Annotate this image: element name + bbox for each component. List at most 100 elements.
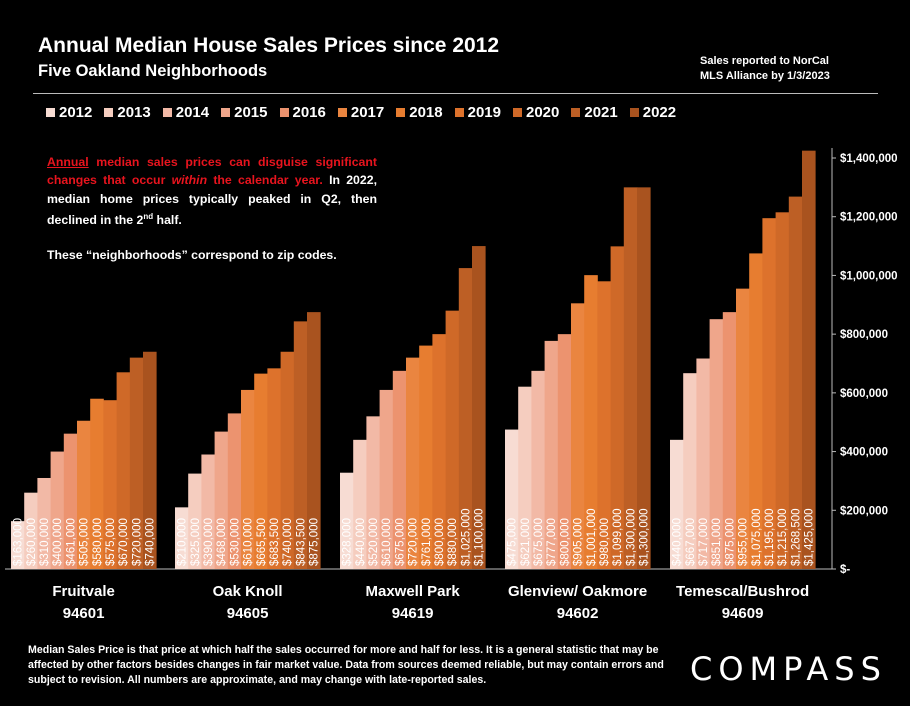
- category-zip: 94605: [227, 605, 269, 622]
- data-label: $1,100,000: [474, 508, 486, 566]
- bar-3-2018: [584, 275, 598, 569]
- data-label: $575,000: [105, 518, 117, 566]
- bar-0-2016: [63, 433, 78, 569]
- legend-swatch: [104, 108, 114, 117]
- legend-item-2014: 2014: [162, 104, 209, 121]
- bar-2-2017: [406, 357, 420, 569]
- data-label: $520,000: [368, 518, 380, 566]
- data-label: $440,000: [672, 518, 684, 566]
- bar-0-2014: [37, 477, 51, 569]
- bar-2-2018: [419, 345, 433, 569]
- bar-3-2012: [505, 429, 519, 569]
- bar-3-2016: [557, 334, 572, 569]
- bar-4-2020: [775, 212, 790, 569]
- legend-swatch: [221, 108, 231, 117]
- legend-item-2020: 2020: [513, 104, 559, 121]
- annotation-paragraph-2: These “neighborhoods” correspond to zip …: [47, 247, 337, 262]
- bar-4-2012: [670, 439, 684, 569]
- data-label: $328,000: [342, 518, 354, 566]
- bar-4-2019: [762, 218, 776, 570]
- bar-4-2015: [709, 319, 724, 569]
- y-tick-label: $200,000: [840, 505, 888, 517]
- category-zip: 94602: [557, 605, 599, 622]
- legend-label: 2018: [409, 104, 443, 121]
- data-label: $740,000: [145, 518, 157, 566]
- data-label: $400,000: [52, 518, 64, 566]
- legend-item-2015: 2015: [221, 104, 268, 121]
- bar-4-2021: [788, 196, 803, 569]
- data-label: $720,000: [131, 518, 143, 566]
- bar-1-2015: [214, 431, 229, 569]
- bar-4-2014: [696, 358, 710, 569]
- y-tick-label: $1,200,000: [840, 212, 898, 224]
- annotation-text-within: within: [171, 173, 208, 188]
- legend-swatch: [162, 108, 172, 117]
- data-label: $440,000: [355, 518, 367, 566]
- data-label: $1,001,000: [586, 508, 598, 566]
- data-label: $475,000: [507, 518, 519, 566]
- data-label: $1,300,000: [625, 508, 637, 566]
- annotation-sup: nd: [143, 212, 154, 222]
- bar-0-2013: [24, 492, 38, 569]
- legend-item-2012: 2012: [46, 104, 92, 121]
- data-label: $683,500: [269, 518, 281, 566]
- data-label: $1,075,000: [751, 508, 763, 566]
- data-label: $851,000: [711, 518, 723, 566]
- category-label: Fruitvale: [52, 583, 115, 600]
- data-label: $717,000: [698, 518, 710, 566]
- data-label: $955,000: [738, 518, 750, 566]
- bar-1-2021: [293, 321, 308, 569]
- category-label: Maxwell Park: [365, 583, 460, 600]
- data-label: $740,000: [282, 518, 294, 566]
- bar-4-2018: [749, 253, 763, 570]
- bar-2-2012: [340, 472, 354, 569]
- category-zip: 94619: [392, 605, 434, 622]
- data-label: $580,000: [92, 518, 104, 566]
- data-label: $880,000: [447, 518, 459, 566]
- legend-swatch: [571, 108, 581, 117]
- bar-2-2022: [472, 246, 486, 570]
- bar-4-2013: [683, 373, 697, 569]
- annotation-box: Annual median sales prices can disguise …: [47, 153, 377, 264]
- data-label: $1,195,000: [764, 508, 776, 566]
- bar-2-2019: [432, 334, 446, 569]
- data-label: $675,000: [394, 518, 406, 566]
- annotation-text-2: the calendar year.: [207, 173, 323, 188]
- legend-item-2021: 2021: [571, 104, 618, 121]
- legend-label: 2015: [234, 104, 268, 121]
- bar-2-2014: [366, 416, 380, 569]
- bar-3-2014: [531, 370, 545, 569]
- bar-0-2018: [90, 398, 104, 569]
- data-label: $1,025,000: [460, 508, 472, 566]
- data-label: $800,000: [559, 518, 571, 566]
- bar-2-2013: [353, 439, 367, 569]
- legend-label: 2020: [526, 104, 560, 121]
- legend-label: 2021: [584, 104, 618, 121]
- data-label: $621,000: [520, 518, 532, 566]
- data-label: $800,000: [434, 518, 446, 566]
- data-label: $670,000: [118, 518, 130, 566]
- data-label: $1,215,000: [777, 508, 789, 566]
- bar-1-2012: [175, 507, 189, 569]
- annotation-text-4: half.: [153, 213, 182, 228]
- y-tick-label: $-: [840, 564, 850, 576]
- bar-3-2020: [610, 246, 625, 570]
- legend-item-2018: 2018: [396, 104, 443, 121]
- bar-1-2016: [227, 413, 242, 569]
- data-label: $675,000: [533, 518, 545, 566]
- annotation-text-1: median sales prices can disguise signifi…: [47, 155, 377, 188]
- bar-3-2017: [571, 303, 585, 569]
- category-label: Temescal/Bushrod: [676, 583, 809, 600]
- data-label: $1,268,500: [790, 508, 802, 566]
- legend-swatch: [513, 108, 522, 117]
- bar-0-2021: [129, 357, 144, 569]
- legend-swatch: [396, 108, 406, 117]
- legend-label: 2013: [117, 104, 151, 121]
- data-label: $761,000: [421, 518, 433, 566]
- legend-swatch: [629, 108, 639, 117]
- legend-item-2019: 2019: [454, 104, 501, 121]
- data-label: $843,500: [295, 518, 307, 566]
- data-label: $720,000: [408, 518, 420, 566]
- legend-swatch: [46, 108, 55, 117]
